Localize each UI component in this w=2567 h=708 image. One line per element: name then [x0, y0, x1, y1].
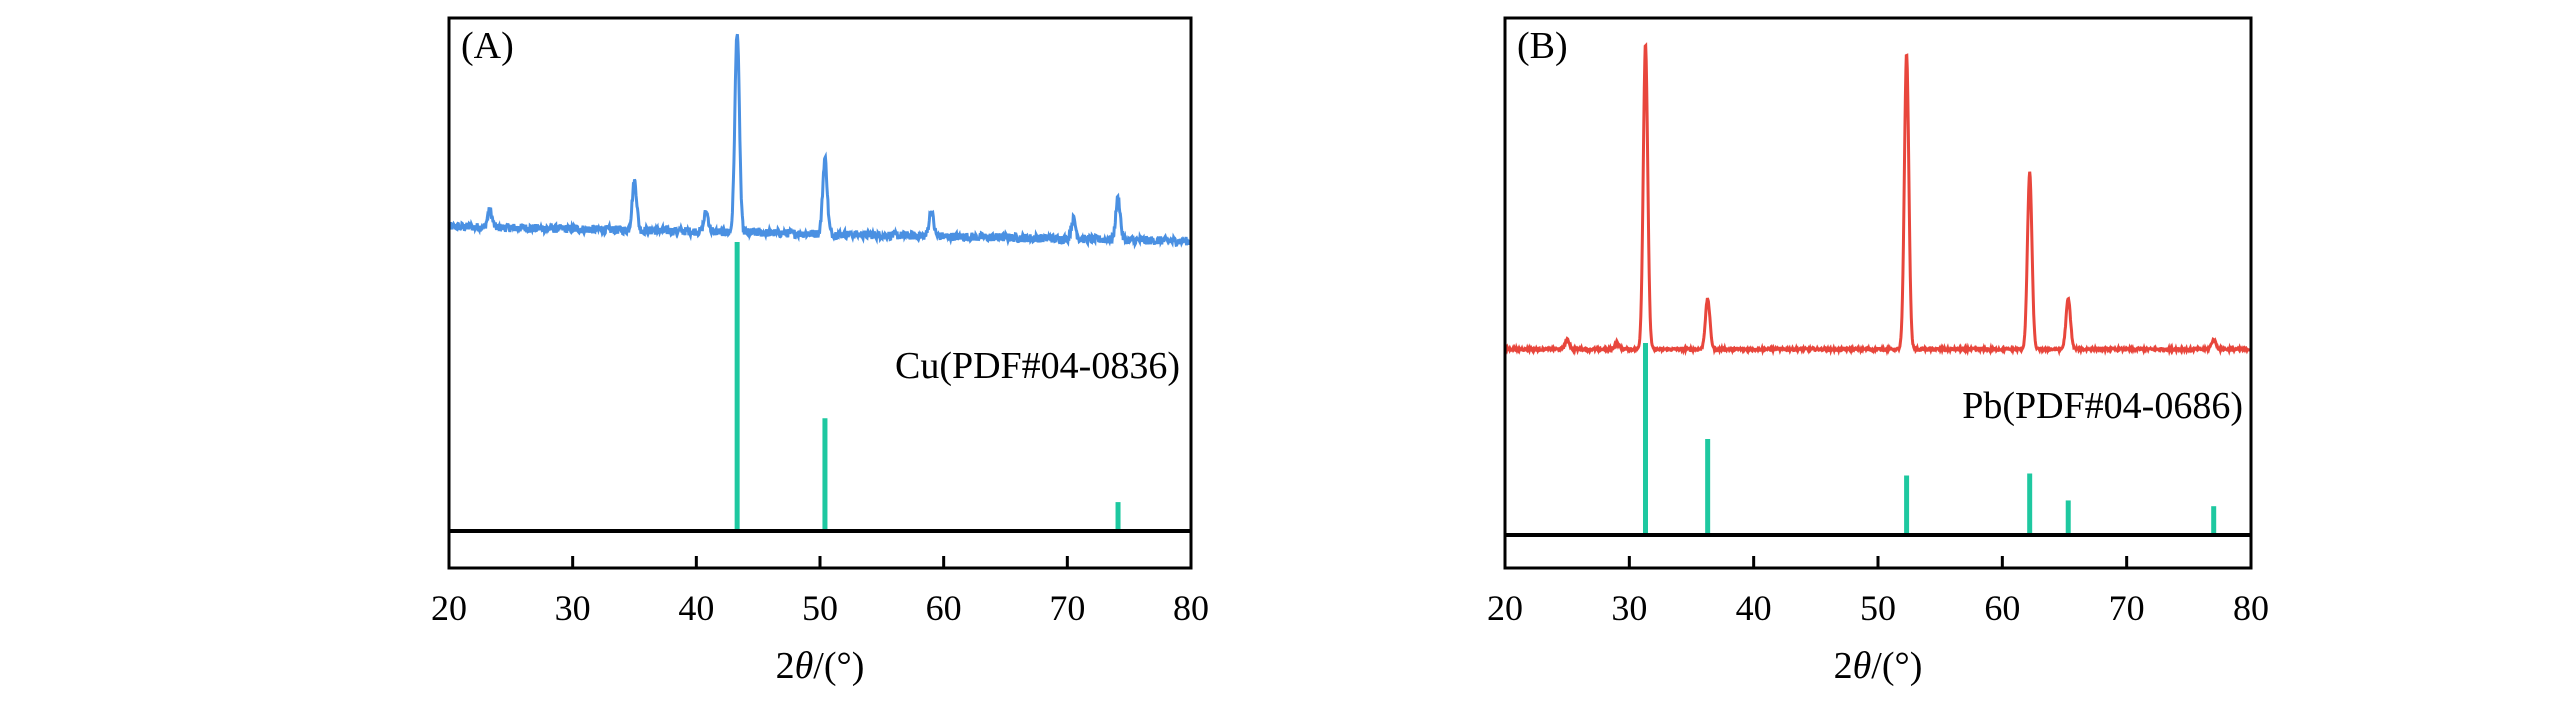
x-tick-label: 60 — [1984, 588, 2020, 628]
diffraction-pattern-line — [1503, 42, 2253, 357]
diffraction-pattern-line — [447, 33, 1193, 250]
x-axis-title-var: θ — [1853, 645, 1872, 687]
x-tick-label: 70 — [2109, 588, 2145, 628]
panel-b: 20 30 40 50 60 70 80 (B) Pb(PDF#04-0686) 2θ/(°… — [1487, 16, 2269, 687]
reference-label: Cu(PDF#04-0836) — [895, 345, 1180, 387]
x-tick-label: 20 — [1487, 588, 1523, 628]
panel-label: (B) — [1517, 25, 1568, 67]
x-axis-title: 2θ/(°) — [776, 645, 865, 687]
x-tick-label: 40 — [678, 588, 714, 628]
x-tick-label: 30 — [555, 588, 591, 628]
x-axis-title: 2θ/(°) — [1834, 645, 1923, 687]
x-axis-title-unit: /(°) — [1871, 645, 1922, 687]
x-axis-title-var: θ — [795, 645, 814, 687]
panel-label: (A) — [461, 25, 514, 67]
x-axis-title-main: 2 — [776, 645, 795, 687]
x-tick-label: 80 — [1173, 588, 1209, 628]
x-tick-label: 20 — [431, 588, 467, 628]
x-axis-title-main: 2 — [1834, 645, 1853, 687]
plot-frame — [1503, 16, 2253, 570]
x-tick-label: 50 — [1860, 588, 1896, 628]
x-axis-title-unit: /(°) — [813, 645, 864, 687]
x-tick-label: 40 — [1736, 588, 1772, 628]
plot-frame — [447, 16, 1193, 570]
x-tick-label: 50 — [802, 588, 838, 628]
x-tick-label: 70 — [1049, 588, 1085, 628]
x-tick-label: 60 — [926, 588, 962, 628]
reference-label: Pb(PDF#04-0686) — [1962, 385, 2243, 427]
x-tick-label: 80 — [2233, 588, 2269, 628]
x-tick-label: 30 — [1611, 588, 1647, 628]
panel-a: 20 30 40 50 60 70 80 (A) Cu(PDF#04-0836) 2θ/(°… — [431, 16, 1209, 687]
